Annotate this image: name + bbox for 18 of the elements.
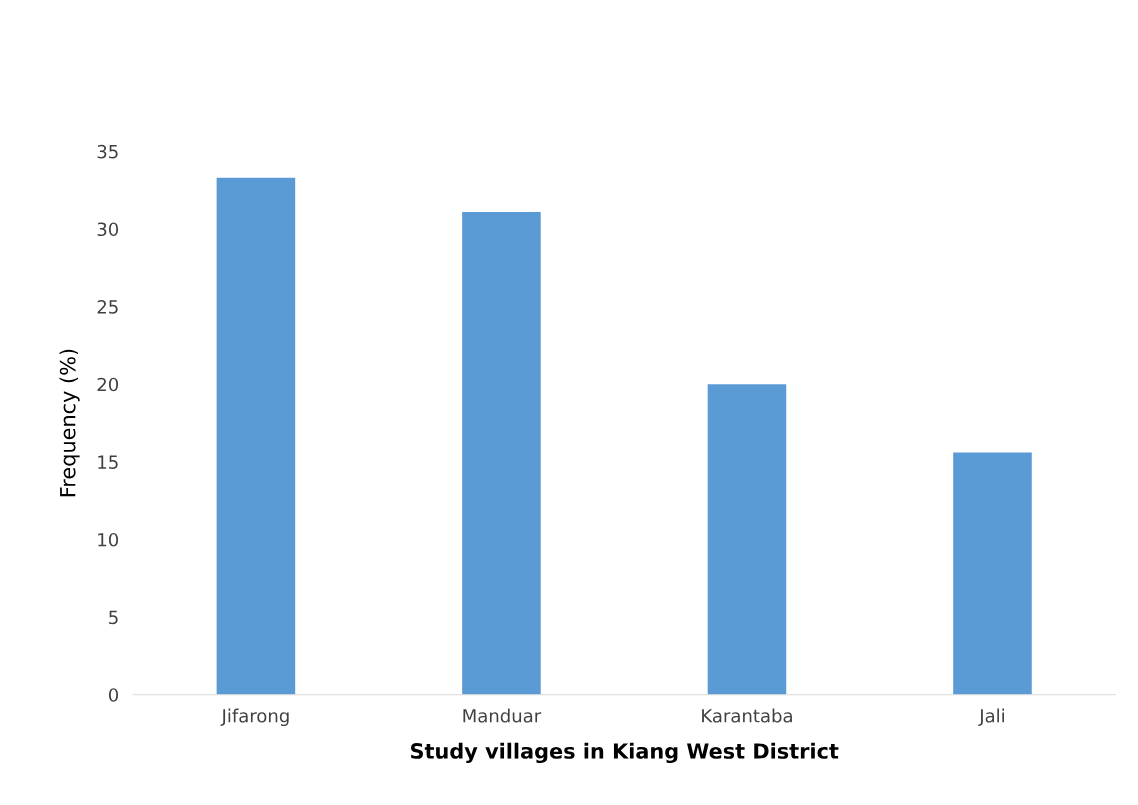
y-tick-label: 10	[98, 532, 119, 547]
y-tick-label: 15	[98, 455, 118, 469]
bar	[707, 384, 787, 695]
x-tick-label: Karantaba	[702, 708, 792, 723]
y-tick-label: 30	[97, 222, 119, 237]
bar	[216, 177, 296, 695]
y-tick-label: 0	[108, 688, 119, 702]
y-tick-label: 35	[97, 144, 118, 159]
y-tick-label: 25	[97, 300, 118, 314]
y-tick-label: 5	[109, 610, 118, 625]
bar	[462, 211, 541, 695]
bar	[953, 452, 1032, 695]
x-tick-label: Jifarong	[220, 708, 289, 727]
y-axis-title: Frequency (%)	[59, 349, 80, 497]
y-tick-label: 20	[97, 377, 119, 392]
x-tick-label: Jali	[978, 708, 1004, 726]
x-tick-label: Manduar	[463, 708, 542, 723]
x-axis-title: Study villages in Kiang West District	[411, 742, 839, 764]
